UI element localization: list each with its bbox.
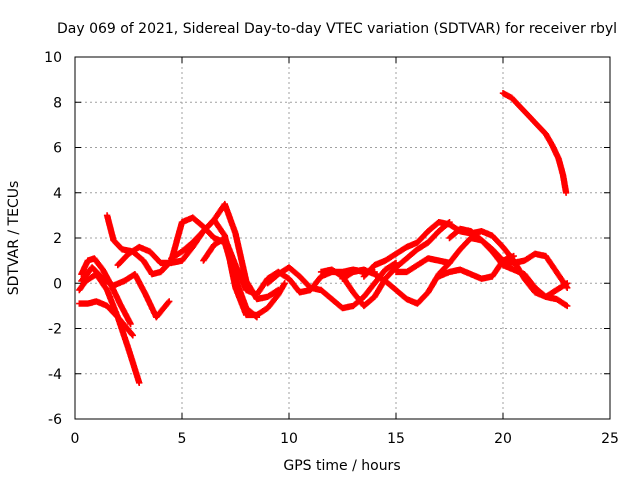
data-point-markers	[499, 90, 570, 196]
series-arc-12	[317, 219, 453, 310]
series-arc-2	[76, 298, 136, 339]
data-point-markers	[264, 259, 400, 312]
data-point-markers	[76, 298, 136, 339]
chart-title: Day 069 of 2021, Sidereal Day-to-day VTE…	[57, 21, 617, 37]
y-tick-label: 6	[53, 141, 62, 157]
series-arc-9	[178, 200, 282, 303]
series-arc-16	[435, 252, 517, 282]
series-arc-4	[78, 264, 173, 321]
x-axis-label: GPS time / hours	[283, 458, 400, 474]
y-tick-label: 2	[53, 231, 62, 247]
data-point-markers	[435, 252, 517, 282]
data-marks	[76, 90, 571, 386]
y-tick-label: 8	[53, 95, 62, 111]
y-tick-label: 4	[53, 186, 62, 202]
y-tick-label: 0	[53, 276, 62, 292]
axis-ticks: 0 5 10 15 20 25 -6 -4 -2 0 2 4 6 8 10	[44, 50, 619, 447]
x-tick-label: 20	[494, 431, 512, 447]
x-tick-label: 5	[178, 431, 187, 447]
series-arc-8	[168, 216, 288, 319]
data-point-markers	[168, 216, 288, 319]
series-arc-11	[264, 259, 400, 312]
series-arc-17	[446, 225, 571, 300]
series-arc-10	[200, 234, 378, 298]
y-tick-label: -4	[48, 367, 62, 383]
gridlines	[75, 57, 610, 419]
x-tick-label: 0	[71, 431, 80, 447]
x-tick-label: 25	[601, 431, 619, 447]
y-axis-label: SDTVAR / TECUs	[6, 181, 22, 296]
x-tick-label: 15	[387, 431, 405, 447]
data-point-markers	[78, 264, 173, 321]
data-point-markers	[178, 200, 282, 303]
y-tick-label: 10	[44, 50, 62, 66]
data-point-markers	[200, 234, 378, 298]
y-tick-label: -2	[48, 322, 62, 338]
data-point-markers	[317, 219, 453, 310]
x-tick-label: 10	[280, 431, 298, 447]
data-point-markers	[446, 225, 571, 300]
series-arc-18	[499, 90, 570, 196]
y-tick-label: -6	[48, 412, 62, 428]
